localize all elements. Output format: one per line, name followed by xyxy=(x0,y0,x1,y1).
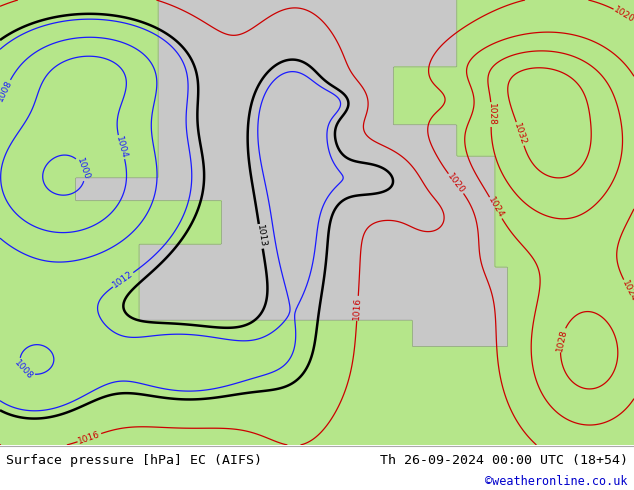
Text: 1028: 1028 xyxy=(487,103,496,126)
Text: Surface pressure [hPa] EC (AIFS): Surface pressure [hPa] EC (AIFS) xyxy=(6,454,262,467)
Text: Th 26-09-2024 00:00 UTC (18+54): Th 26-09-2024 00:00 UTC (18+54) xyxy=(380,454,628,467)
Text: 1008: 1008 xyxy=(0,79,14,103)
Text: 1024: 1024 xyxy=(486,196,505,220)
Text: 1012: 1012 xyxy=(111,270,135,290)
Text: 1020: 1020 xyxy=(446,172,467,196)
Text: 1013: 1013 xyxy=(254,224,267,248)
Text: ©weatheronline.co.uk: ©weatheronline.co.uk xyxy=(485,475,628,489)
Text: 1016: 1016 xyxy=(353,296,363,320)
Text: 1016: 1016 xyxy=(77,430,101,446)
Text: 1000: 1000 xyxy=(75,156,91,181)
Text: 1028: 1028 xyxy=(555,328,569,352)
Text: 1032: 1032 xyxy=(512,122,528,146)
Text: 1004: 1004 xyxy=(114,135,129,159)
Text: 1008: 1008 xyxy=(13,358,35,381)
Text: 1020: 1020 xyxy=(612,5,634,25)
Text: 1024: 1024 xyxy=(620,278,634,303)
